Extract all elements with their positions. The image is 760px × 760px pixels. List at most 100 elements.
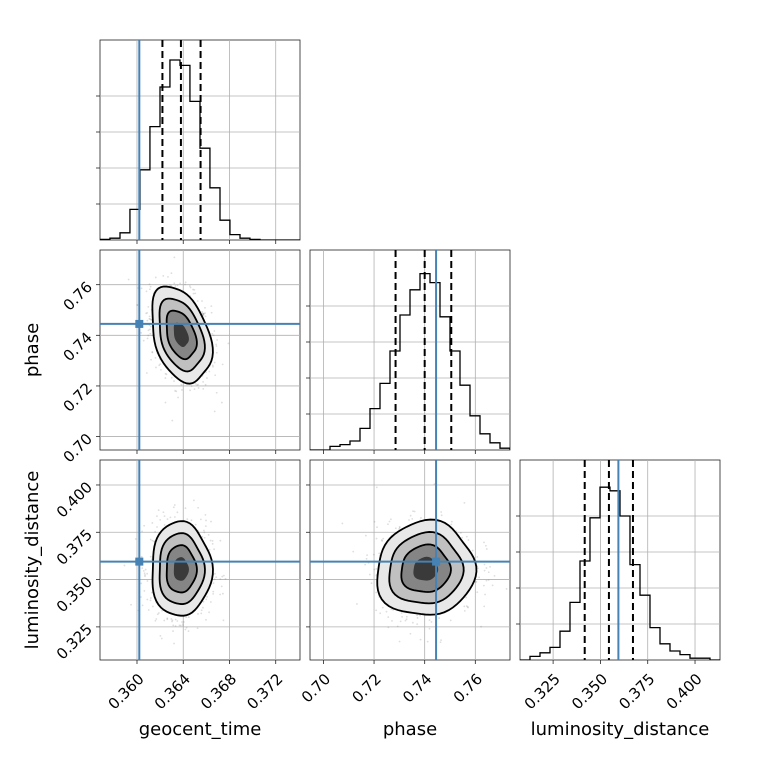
sample-point — [200, 609, 203, 612]
sample-point — [440, 639, 442, 642]
sample-point — [409, 632, 412, 635]
sample-point — [159, 635, 162, 637]
sample-point — [483, 563, 486, 566]
sample-point — [459, 531, 462, 534]
sample-point — [416, 617, 419, 619]
sample-point — [197, 387, 200, 389]
sample-point — [140, 331, 143, 334]
sample-point — [483, 605, 486, 608]
sample-point — [210, 311, 213, 314]
sample-point — [150, 358, 152, 361]
panel-content — [100, 40, 300, 240]
sample-point — [178, 624, 181, 627]
sample-point — [188, 285, 191, 287]
sample-point — [204, 514, 207, 516]
panel-content — [100, 460, 300, 660]
sample-point — [174, 285, 177, 287]
sample-point — [396, 625, 399, 628]
sample-point — [476, 556, 479, 558]
histogram-geocent_time — [100, 59, 300, 240]
panel-phase-vs-geocent_time: 0.70 0.72 0.74 0.76 — [60, 249, 301, 466]
sample-point — [149, 538, 152, 541]
sample-point — [156, 613, 159, 616]
sample-point — [214, 572, 216, 575]
panel-content — [100, 250, 300, 450]
sample-point — [211, 540, 214, 542]
x-tick-label: 0.350 — [568, 670, 611, 713]
sample-point — [440, 514, 443, 517]
sample-point — [176, 620, 179, 622]
sample-point — [140, 582, 143, 585]
y-tick-label: 0.350 — [53, 573, 96, 616]
sample-point — [164, 377, 167, 379]
sample-point — [205, 598, 208, 601]
sample-point — [207, 533, 210, 536]
sample-point — [150, 591, 153, 594]
x-tick-label: 0.360 — [105, 670, 148, 713]
sample-point — [389, 518, 392, 521]
histogram-phase — [310, 272, 510, 450]
sample-point — [219, 578, 222, 580]
sample-point — [156, 526, 158, 528]
sample-point — [449, 619, 452, 622]
sample-point — [189, 286, 192, 289]
sample-point — [174, 618, 177, 621]
sample-point — [474, 580, 477, 583]
sample-point — [141, 530, 143, 533]
sample-point — [149, 597, 152, 599]
sample-point — [202, 314, 205, 317]
sample-point — [461, 536, 464, 539]
x-tick-label: 0.325 — [521, 670, 564, 713]
sample-point — [378, 552, 381, 555]
sample-point — [201, 311, 204, 313]
sample-point — [352, 550, 355, 553]
sample-point — [203, 536, 206, 539]
sample-point — [192, 288, 194, 291]
sample-point — [149, 288, 151, 291]
contour-line-2 — [388, 531, 465, 605]
sample-point — [171, 419, 174, 422]
sample-point — [366, 554, 368, 557]
sample-point — [211, 542, 214, 545]
sample-point — [200, 612, 203, 615]
sample-point — [199, 518, 202, 521]
sample-point — [212, 365, 214, 368]
sample-point — [202, 313, 204, 316]
sample-point — [173, 516, 176, 518]
contour-fill-0 — [413, 556, 439, 581]
sample-point — [489, 565, 491, 568]
sample-point — [160, 368, 162, 371]
x-tick-label: 0.375 — [615, 670, 658, 713]
sample-point — [194, 382, 197, 385]
sample-point — [166, 518, 169, 521]
sample-point — [405, 618, 408, 621]
sample-point — [485, 579, 488, 582]
sample-point — [136, 304, 139, 306]
sample-point — [186, 518, 189, 521]
sample-point — [215, 576, 218, 579]
contour-line-2 — [158, 532, 206, 605]
sample-point — [157, 612, 160, 614]
sample-point — [416, 614, 418, 617]
sample-point — [182, 621, 185, 623]
sample-point — [147, 329, 150, 332]
sample-point — [400, 612, 403, 614]
sample-point — [156, 515, 158, 517]
sample-point — [220, 585, 223, 588]
sample-point — [224, 577, 227, 580]
sample-point — [192, 499, 195, 502]
sample-point — [164, 401, 167, 404]
sample-point — [175, 390, 178, 393]
sample-point — [173, 504, 176, 506]
sample-point — [180, 383, 183, 386]
sample-point — [193, 289, 196, 291]
sample-point — [370, 582, 373, 585]
contour-line-1 — [165, 309, 198, 361]
sample-point — [398, 526, 401, 528]
x-tick-label: 0.76 — [450, 670, 486, 706]
sample-point — [213, 410, 216, 413]
sample-point — [197, 506, 200, 509]
sample-point — [478, 576, 481, 579]
sample-point — [209, 539, 212, 542]
